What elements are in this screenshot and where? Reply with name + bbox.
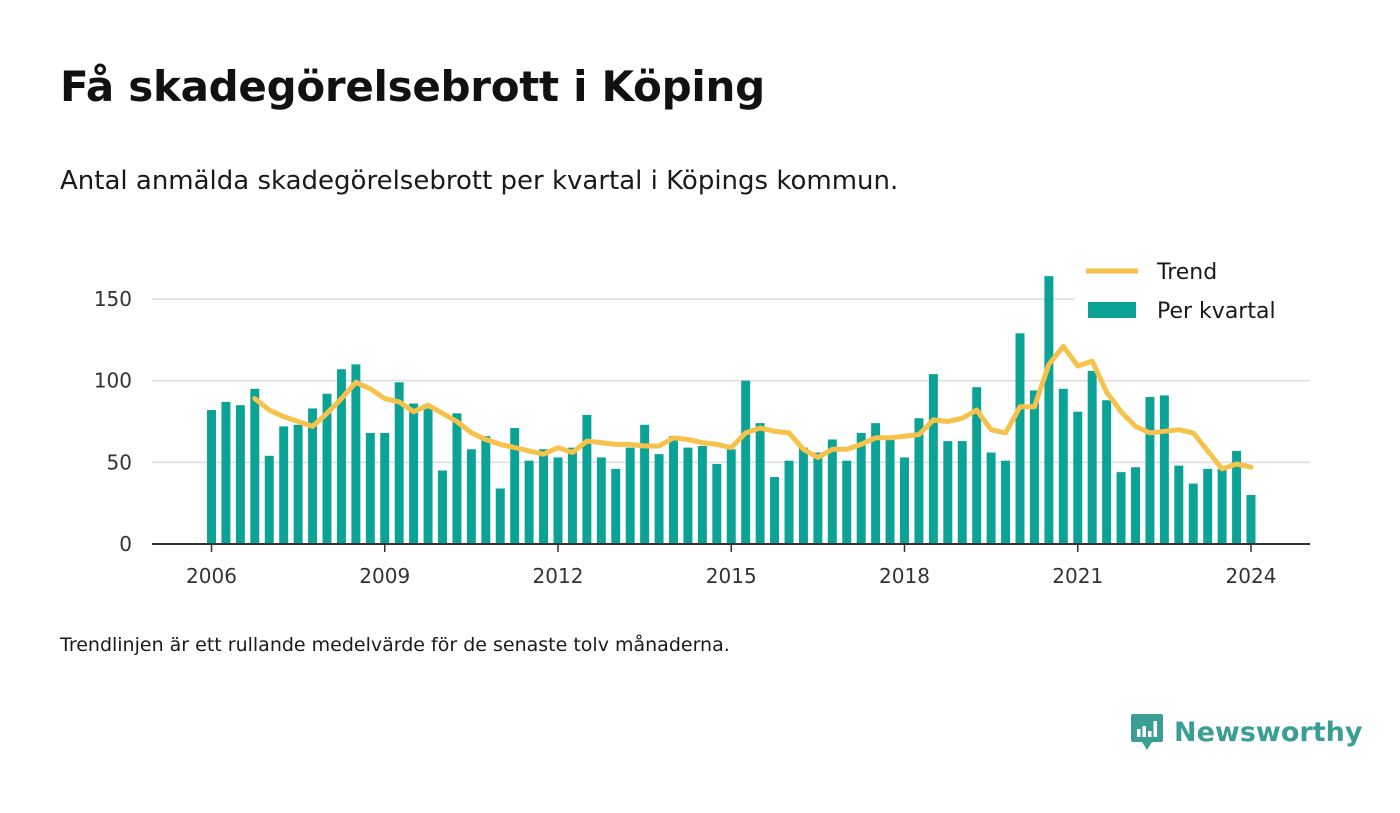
x-ticks: 2006 2009 2012 2015 2018 2021 2024 bbox=[186, 544, 1276, 588]
bar bbox=[279, 426, 289, 544]
bar bbox=[986, 452, 996, 544]
x-tick-label: 2024 bbox=[1226, 564, 1277, 588]
bar bbox=[928, 374, 938, 544]
footnote: Trendlinjen är ett rullande medelvärde f… bbox=[60, 634, 730, 656]
bar bbox=[726, 449, 736, 544]
bar bbox=[1145, 397, 1155, 544]
bar bbox=[1015, 333, 1025, 544]
bar bbox=[611, 468, 621, 544]
bar bbox=[856, 432, 866, 544]
x-tick-label: 2018 bbox=[879, 564, 930, 588]
bar bbox=[351, 364, 361, 544]
legend-bar-label: Per kvartal bbox=[1157, 299, 1276, 324]
chart-title: Få skadegörelsebrott i Köping bbox=[60, 62, 765, 111]
y-tick-label: 50 bbox=[107, 450, 132, 474]
bar bbox=[308, 408, 318, 544]
x-tick-label: 2006 bbox=[186, 564, 237, 588]
bar bbox=[452, 413, 462, 544]
bar bbox=[625, 447, 635, 544]
bar bbox=[1131, 467, 1140, 544]
bar bbox=[1159, 395, 1169, 544]
bar bbox=[1246, 495, 1256, 544]
bars bbox=[207, 276, 1256, 544]
bar bbox=[842, 460, 852, 544]
bar bbox=[322, 393, 332, 544]
bar bbox=[510, 428, 520, 544]
bar bbox=[235, 405, 245, 544]
bar bbox=[871, 423, 881, 544]
bar bbox=[264, 455, 274, 544]
bar bbox=[423, 406, 433, 544]
legend-bar-swatch bbox=[1088, 302, 1136, 318]
bar bbox=[1217, 468, 1227, 544]
bar bbox=[250, 388, 260, 544]
newsworthy-logo-icon bbox=[1131, 714, 1163, 750]
bar bbox=[1029, 390, 1039, 544]
bar bbox=[293, 424, 303, 544]
bar bbox=[972, 387, 982, 544]
x-tick-label: 2012 bbox=[533, 564, 584, 588]
bar bbox=[640, 424, 650, 544]
y-tick-label: 100 bbox=[94, 369, 132, 393]
bar bbox=[1087, 370, 1097, 544]
bar bbox=[1203, 468, 1213, 544]
bar bbox=[524, 460, 534, 544]
y-tick-label: 150 bbox=[94, 287, 132, 311]
bar bbox=[798, 447, 808, 544]
bar bbox=[654, 454, 664, 544]
x-tick-label: 2021 bbox=[1052, 564, 1103, 588]
bar bbox=[770, 477, 780, 544]
bar bbox=[712, 463, 722, 544]
x-tick-label: 2015 bbox=[706, 564, 757, 588]
bar bbox=[683, 447, 693, 544]
bar bbox=[1102, 400, 1112, 544]
bar bbox=[596, 457, 606, 544]
bar bbox=[394, 382, 404, 544]
bar bbox=[755, 423, 765, 544]
bar bbox=[669, 436, 678, 544]
bar bbox=[900, 457, 909, 544]
chart-subtitle: Antal anmälda skadegörelsebrott per kvar… bbox=[60, 166, 899, 196]
trend-line bbox=[252, 343, 1254, 472]
bar bbox=[1073, 411, 1083, 544]
bar bbox=[1116, 472, 1126, 544]
bar bbox=[914, 418, 924, 544]
bar bbox=[957, 441, 967, 544]
bar bbox=[553, 457, 563, 544]
bar bbox=[567, 447, 577, 544]
bar bbox=[1174, 465, 1184, 544]
brand[interactable]: Newsworthy bbox=[1130, 710, 1362, 754]
bar bbox=[885, 437, 895, 544]
bar bbox=[697, 446, 707, 544]
bar bbox=[409, 403, 419, 544]
bar bbox=[582, 414, 592, 544]
brand-name: Newsworthy bbox=[1174, 716, 1363, 748]
bar bbox=[1232, 450, 1242, 544]
bar bbox=[1188, 483, 1198, 544]
legend-trend-label: Trend bbox=[1156, 260, 1217, 285]
bar bbox=[466, 449, 476, 544]
bar bbox=[221, 401, 231, 544]
bar bbox=[1044, 276, 1054, 544]
bar bbox=[365, 432, 375, 544]
bar bbox=[813, 452, 823, 544]
bar bbox=[1058, 388, 1068, 544]
y-tick-label: 0 bbox=[119, 532, 132, 556]
bar bbox=[1001, 460, 1011, 544]
legend: Trend Per kvartal bbox=[1074, 250, 1318, 330]
y-ticks: 0 50 100 150 bbox=[94, 287, 132, 556]
bar bbox=[438, 470, 447, 544]
bar bbox=[784, 460, 794, 544]
bar bbox=[741, 380, 751, 544]
bar bbox=[539, 449, 549, 544]
bar bbox=[380, 432, 390, 544]
bar bbox=[943, 441, 953, 544]
bar bbox=[207, 410, 216, 544]
bar bbox=[481, 436, 491, 544]
bar bbox=[495, 488, 505, 544]
x-tick-label: 2009 bbox=[359, 564, 410, 588]
bar bbox=[827, 439, 837, 544]
bar bbox=[336, 369, 346, 544]
